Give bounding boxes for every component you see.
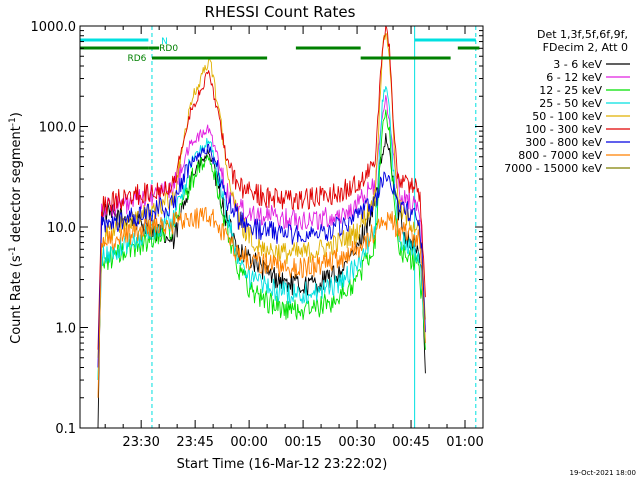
legend-label: 50 - 100 keV <box>532 110 602 123</box>
x-axis-label: Start Time (16-Mar-12 23:22:02) <box>177 457 388 472</box>
series-line <box>97 33 426 358</box>
series-line <box>97 25 426 350</box>
legend-label: 25 - 50 keV <box>539 97 602 110</box>
y-tick-label: 100.0 <box>39 121 76 136</box>
y-tick-label: 0.1 <box>55 422 76 437</box>
y-axis-label-part: Count Rate (s <box>9 255 24 344</box>
x-tick-label: 23:30 <box>122 435 159 450</box>
decimation-label: RD6 <box>127 54 146 64</box>
series-line <box>97 206 426 398</box>
legend-label: 100 - 300 keV <box>525 123 602 136</box>
series-line <box>97 109 426 381</box>
legend-label: 300 - 800 keV <box>525 136 602 149</box>
y-axis-label-superscript: -1 <box>8 117 18 126</box>
series-line <box>97 94 426 368</box>
legend-header: FDecim 2, Att 0 <box>543 41 628 54</box>
legend-label: 3 - 6 keV <box>553 58 602 71</box>
x-tick-label: 23:45 <box>176 435 213 450</box>
y-tick-label: 10.0 <box>47 221 76 236</box>
x-tick-label: 00:15 <box>284 435 321 450</box>
y-tick-label: 1.0 <box>55 322 76 337</box>
x-tick-label: 00:00 <box>230 435 267 450</box>
decimation-label: RD0 <box>159 44 178 54</box>
legend: Det 1,3f,5f,6f,9f,FDecim 2, Att 0 3 - 6 k… <box>504 28 630 175</box>
legend-label: 800 - 7000 keV <box>518 149 602 162</box>
y-axis-label-superscript: -1 <box>8 246 18 255</box>
chart-title: RHESSI Count Rates <box>205 3 356 21</box>
x-tick-label: 00:45 <box>392 435 429 450</box>
y-axis-label: Count Rate (s-1 detector segment-1) <box>8 112 24 344</box>
legend-label: 7000 - 15000 keV <box>504 162 602 175</box>
legend-header: Det 1,3f,5f,6f,9f, <box>537 28 628 41</box>
x-tick-label: 01:00 <box>446 435 483 450</box>
legend-label: 12 - 25 keV <box>539 84 602 97</box>
y-axis-label-part: ) <box>9 112 24 117</box>
x-tick-label: 00:30 <box>338 435 375 450</box>
series-line <box>97 143 426 368</box>
plot-timestamp: 19-Oct-2021 18:00 <box>570 469 636 477</box>
legend-label: 6 - 12 keV <box>546 71 602 84</box>
y-axis-label-part: detector segment <box>9 126 24 246</box>
attenuator-label: N <box>161 37 168 47</box>
y-tick-label: 1000.0 <box>31 20 77 35</box>
